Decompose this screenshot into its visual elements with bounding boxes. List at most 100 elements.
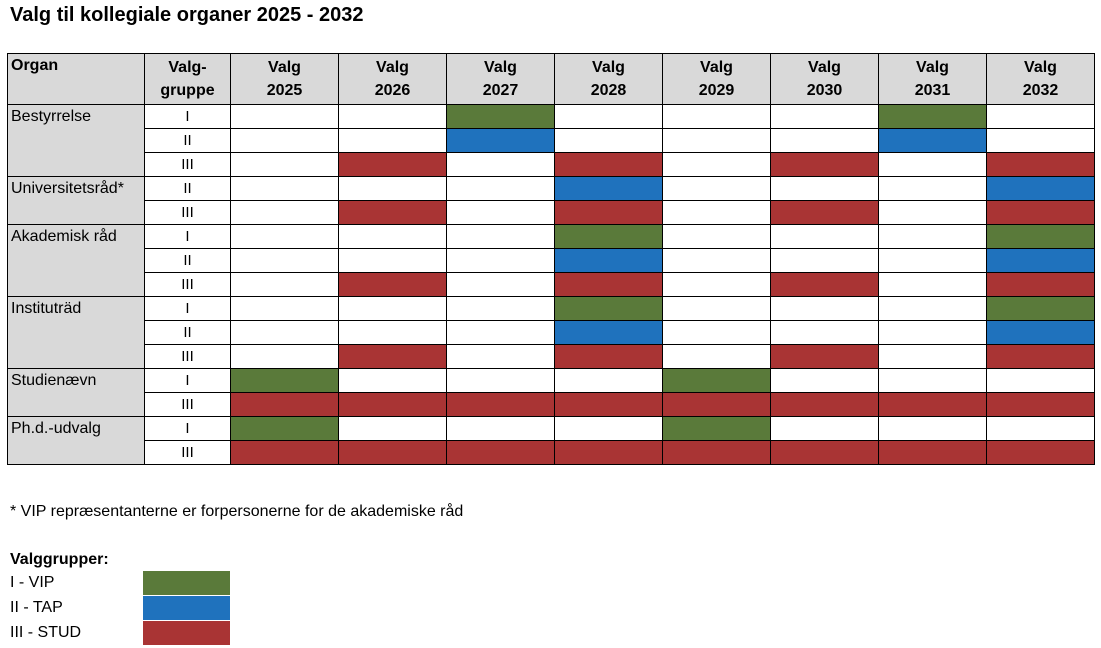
election-cell <box>770 320 879 345</box>
election-cell <box>770 296 879 321</box>
election-cell-filled <box>230 368 339 393</box>
election-cell <box>230 176 339 201</box>
election-cell <box>878 296 987 321</box>
table-row: Instituträd I <box>7 296 1095 369</box>
year-column-header: Valg 2028 <box>554 53 663 105</box>
election-cell <box>230 128 339 153</box>
election-cell <box>986 368 1095 393</box>
election-cell <box>662 224 771 249</box>
election-cell-filled <box>338 344 447 369</box>
election-cell-filled <box>986 248 1095 273</box>
legend-item: I - VIP <box>10 571 240 595</box>
election-cell-filled <box>986 392 1095 417</box>
election-cell-filled <box>338 152 447 177</box>
year-header-line: Valg <box>700 59 733 76</box>
election-cell <box>878 176 987 201</box>
election-cell <box>662 248 771 273</box>
election-cell-filled <box>554 272 663 297</box>
election-cell <box>770 128 879 153</box>
election-cell <box>338 104 447 129</box>
election-cell <box>662 344 771 369</box>
election-cell <box>662 128 771 153</box>
election-cell <box>338 128 447 153</box>
election-group-cell: I <box>144 416 231 441</box>
year-header-line: 2029 <box>698 82 735 99</box>
election-cell-filled <box>230 392 339 417</box>
year-header-line: 2028 <box>590 82 627 99</box>
table-row: Studienævn I <box>7 368 1095 417</box>
year-header-line: Valg <box>484 59 517 76</box>
election-cell-filled <box>554 152 663 177</box>
election-cell <box>230 344 339 369</box>
table-body: Bestyrrelse I II III Universitetsråd* II III Ak… <box>7 104 1095 465</box>
year-header-line: 2027 <box>482 82 519 99</box>
election-cell <box>230 152 339 177</box>
election-cell <box>338 176 447 201</box>
year-header-line: 2026 <box>374 82 411 99</box>
election-cell-filled <box>230 440 339 465</box>
group-header-line: gruppe <box>160 82 215 99</box>
table-row: Akademisk råd I <box>7 224 1095 297</box>
election-cell-filled <box>770 440 879 465</box>
legend-swatch <box>143 571 230 595</box>
table-row: III <box>8 272 1095 297</box>
organ-name: Universitetsråd* <box>7 176 145 225</box>
election-cell <box>230 272 339 297</box>
election-group-cell: III <box>144 344 231 369</box>
election-cell-filled <box>554 344 663 369</box>
election-cell-filled <box>662 416 771 441</box>
election-cell <box>662 104 771 129</box>
organ-name: Studienævn <box>7 368 145 417</box>
election-group-cell: III <box>144 272 231 297</box>
election-cell-filled <box>770 272 879 297</box>
table-row: II <box>8 128 1095 153</box>
election-cell-filled <box>554 248 663 273</box>
election-group-cell: I <box>144 224 231 249</box>
election-cell <box>446 416 555 441</box>
organ-column-header: Organ <box>7 53 145 105</box>
election-cell <box>878 368 987 393</box>
election-cell <box>878 248 987 273</box>
election-cell <box>446 320 555 345</box>
election-group-cell: III <box>144 392 231 417</box>
election-cell-filled <box>986 344 1095 369</box>
election-cell-filled <box>554 440 663 465</box>
election-cell-filled <box>554 392 663 417</box>
election-cell-filled <box>986 200 1095 225</box>
legend-swatch <box>143 596 230 620</box>
legend-item: III - STUD <box>10 621 240 645</box>
election-cell <box>230 248 339 273</box>
election-cell <box>338 368 447 393</box>
year-column-header: Valg 2025 <box>230 53 339 105</box>
election-cell-filled <box>446 128 555 153</box>
election-cell-filled <box>770 392 879 417</box>
election-group-cell: I <box>144 368 231 393</box>
election-cell <box>770 224 879 249</box>
election-cell <box>662 296 771 321</box>
election-group-cell: II <box>144 320 231 345</box>
election-cell-filled <box>986 176 1095 201</box>
year-header-line: Valg <box>808 59 841 76</box>
election-cell <box>662 152 771 177</box>
election-cell-filled <box>878 440 987 465</box>
election-cell-filled <box>230 416 339 441</box>
election-cell <box>770 104 879 129</box>
election-cell <box>770 368 879 393</box>
election-cell <box>338 320 447 345</box>
table-row: II <box>8 320 1095 345</box>
election-cell-filled <box>986 152 1095 177</box>
election-cell <box>878 272 987 297</box>
election-cell <box>446 272 555 297</box>
election-cell <box>878 320 987 345</box>
election-cell <box>446 344 555 369</box>
footnote: * VIP repræsentanterne er forpersonerne … <box>10 503 464 520</box>
election-cell-filled <box>338 200 447 225</box>
election-cell <box>986 416 1095 441</box>
year-header-line: Valg <box>1024 59 1057 76</box>
year-header-line: 2030 <box>806 82 843 99</box>
election-cell-filled <box>446 392 555 417</box>
organ-name: Instituträd <box>7 296 145 369</box>
election-cell-filled <box>986 296 1095 321</box>
election-cell <box>554 128 663 153</box>
election-cell <box>230 200 339 225</box>
